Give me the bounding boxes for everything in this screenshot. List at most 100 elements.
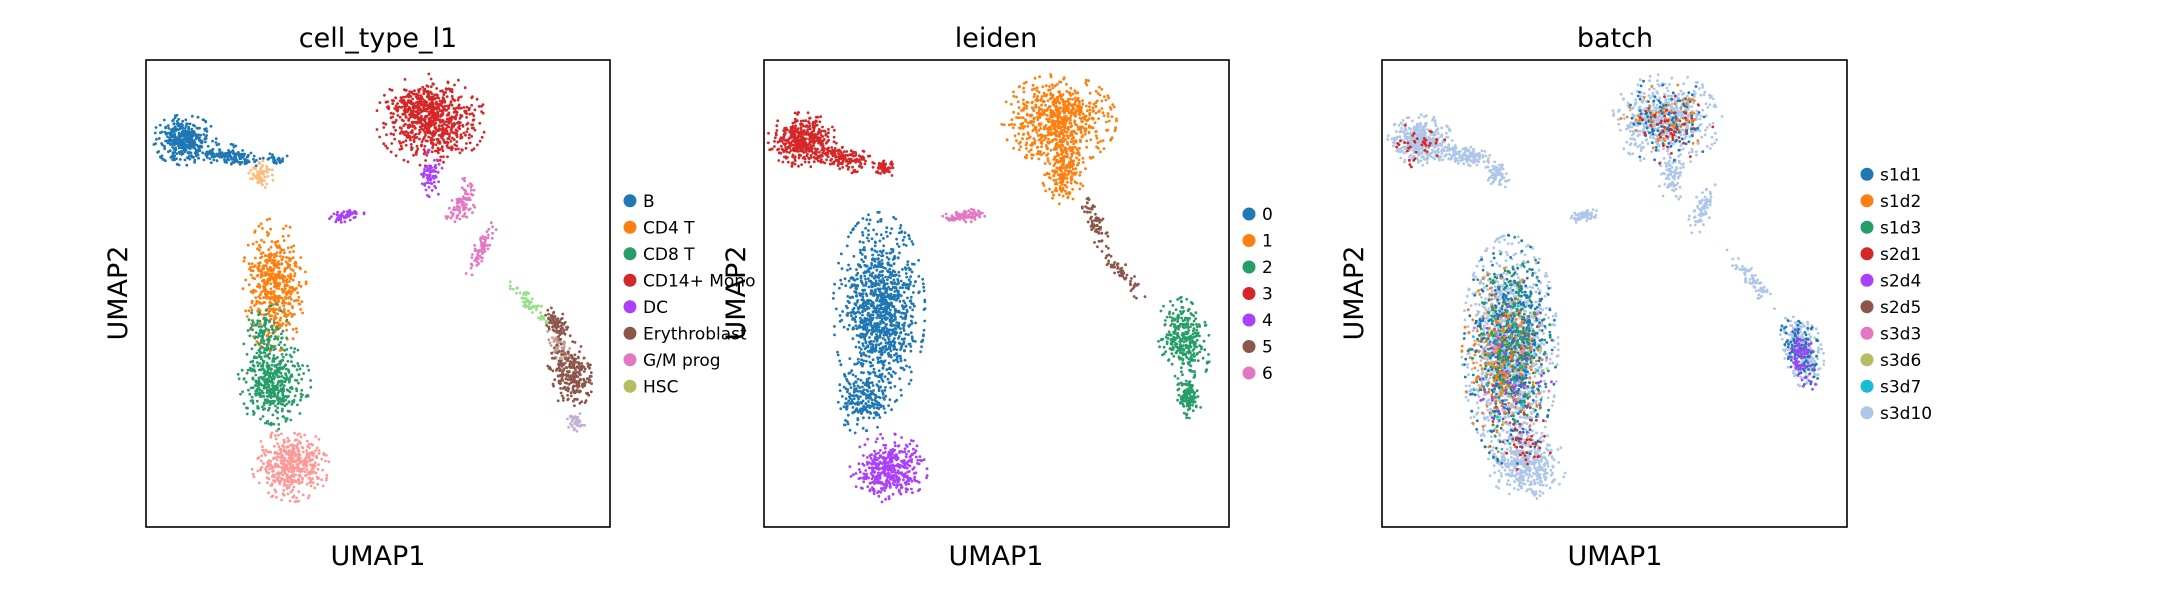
data-point: [825, 140, 829, 144]
data-point: [1115, 119, 1118, 123]
data-point: [455, 111, 459, 114]
data-point: [296, 362, 300, 365]
data-point: [453, 123, 457, 126]
data-point: [188, 122, 192, 126]
data-point: [436, 114, 440, 118]
data-point: [480, 105, 483, 108]
data-point: [301, 364, 304, 367]
data-point: [1070, 137, 1074, 141]
data-point: [276, 321, 280, 324]
data-point: [271, 360, 274, 363]
data-point: [556, 374, 560, 378]
data-point: [342, 210, 346, 214]
data-point: [273, 480, 277, 483]
data-point: [241, 390, 245, 394]
data-point: [162, 158, 166, 162]
data-point: [454, 147, 458, 151]
data-point: [1039, 122, 1043, 125]
data-point: [420, 127, 424, 131]
data-point: [573, 390, 576, 394]
data-point: [1021, 116, 1024, 119]
data-point: [249, 169, 253, 172]
data-point: [264, 313, 268, 316]
data-point: [432, 180, 436, 184]
data-point: [1040, 145, 1043, 149]
data-point: [522, 293, 525, 296]
data-point: [567, 370, 571, 373]
data-point: [299, 392, 303, 396]
data-point: [197, 148, 201, 152]
data-point: [243, 256, 247, 260]
data-point: [256, 469, 260, 473]
data-point: [413, 89, 416, 93]
data-point: [487, 233, 490, 237]
data-point: [550, 351, 554, 355]
data-point: [413, 92, 416, 96]
data-point: [569, 391, 573, 394]
data-point: [293, 451, 297, 455]
data-point: [293, 274, 296, 278]
data-point: [1110, 115, 1114, 119]
data-point: [294, 454, 297, 458]
data-point: [269, 435, 273, 439]
data-point: [273, 275, 277, 279]
data-point: [462, 201, 465, 204]
data-point: [266, 280, 270, 284]
data-point: [249, 399, 253, 403]
data-point: [161, 143, 164, 147]
data-point: [336, 210, 339, 214]
data-point: [450, 199, 454, 202]
data-point: [288, 483, 292, 487]
data-point: [434, 93, 438, 96]
data-point: [430, 95, 434, 99]
data-point: [891, 166, 895, 170]
data-point: [845, 164, 849, 168]
data-point: [845, 150, 849, 153]
data-point: [770, 147, 774, 151]
data-point: [295, 446, 299, 449]
data-point: [789, 135, 793, 139]
data-point: [259, 180, 263, 183]
data-point: [821, 125, 824, 129]
data-point: [420, 140, 424, 144]
data-point: [184, 129, 188, 133]
data-point: [264, 468, 268, 472]
data-point: [1033, 76, 1037, 80]
data-point: [446, 146, 450, 149]
data-point: [1094, 134, 1098, 138]
data-point: [249, 326, 253, 330]
data-point: [259, 417, 262, 421]
data-point: [464, 190, 468, 194]
data-point: [552, 318, 555, 322]
data-point: [291, 400, 294, 403]
data-point: [470, 112, 474, 116]
data-point: [580, 362, 584, 365]
data-point: [210, 153, 214, 157]
data-point: [398, 148, 402, 151]
data-point: [274, 404, 277, 408]
data-point: [237, 377, 241, 381]
data-point: [399, 99, 403, 103]
data-point: [485, 230, 489, 234]
data-point: [382, 142, 386, 146]
data-point: [392, 133, 395, 136]
data-point: [780, 147, 784, 151]
data-point: [821, 139, 825, 143]
data-point: [572, 357, 576, 361]
data-point: [434, 149, 437, 153]
data-point: [576, 424, 580, 428]
data-point: [241, 287, 245, 291]
data-point: [531, 311, 534, 314]
data-point: [805, 124, 809, 128]
data-point: [256, 266, 259, 270]
data-point: [251, 360, 254, 364]
data-point: [350, 212, 354, 216]
data-point: [261, 159, 265, 163]
data-point: [408, 125, 412, 128]
data-point: [787, 146, 791, 149]
data-point: [320, 478, 323, 482]
data-point: [292, 350, 296, 354]
data-point: [775, 129, 779, 132]
data-point: [285, 336, 288, 340]
data-point: [175, 142, 178, 145]
